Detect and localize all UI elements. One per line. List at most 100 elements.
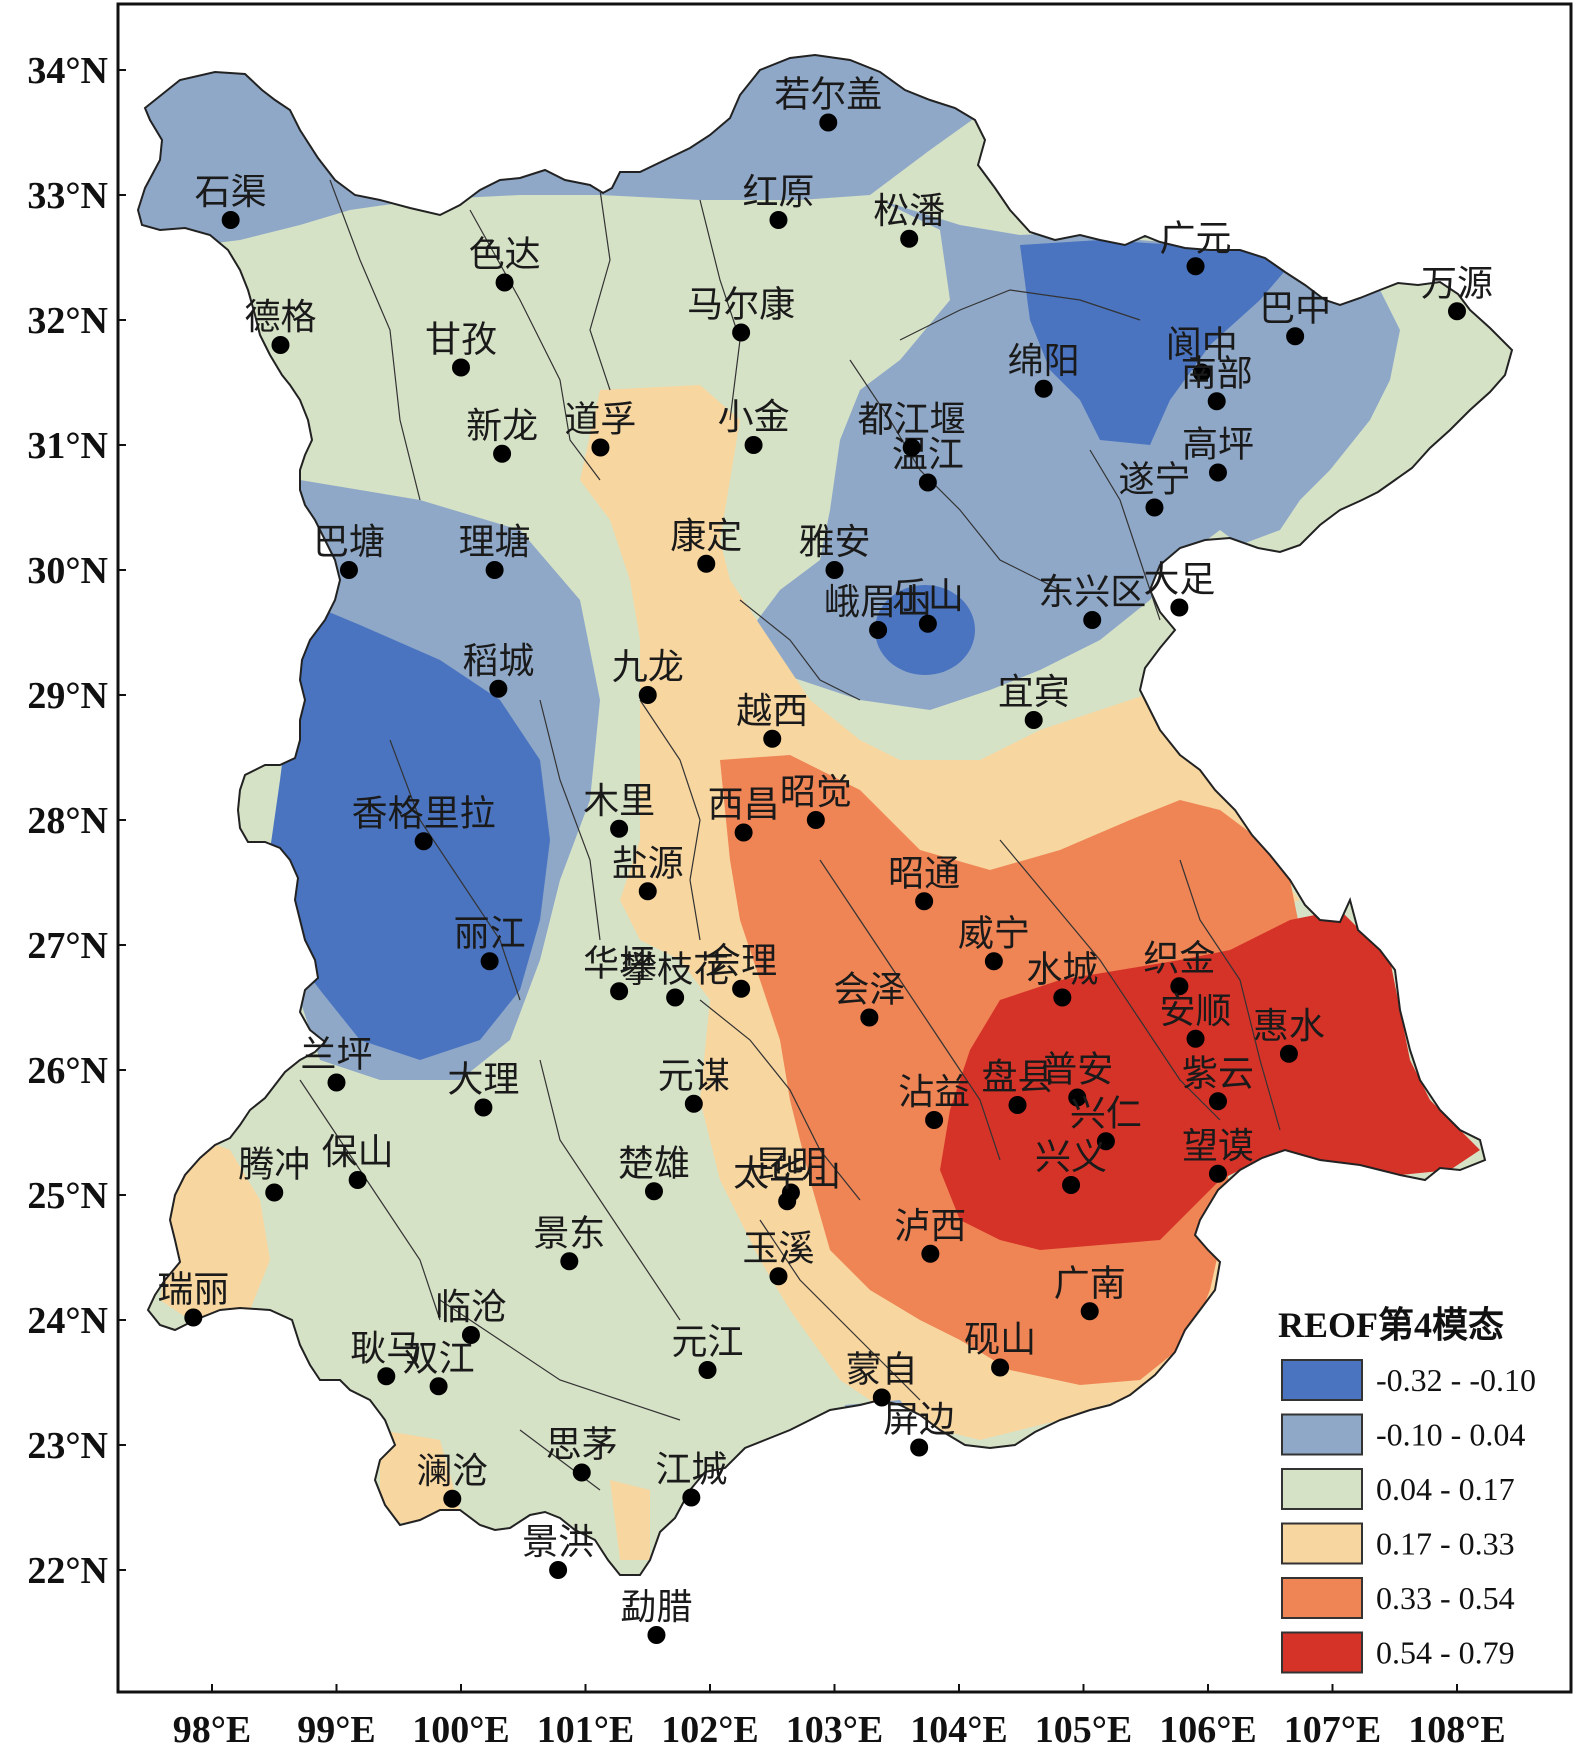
station-label: 大理 (447, 1060, 519, 1100)
station-label: 蒙自 (846, 1350, 918, 1390)
station-label: 昭通 (888, 853, 960, 893)
station-dot (1034, 379, 1053, 398)
station-label: 昭觉 (780, 772, 852, 812)
legend-swatch (1281, 1468, 1363, 1510)
station-dot (638, 686, 657, 704)
station-dot (560, 1252, 579, 1271)
station-dot (414, 832, 433, 851)
lat-tick-label: 28°N (27, 800, 108, 842)
station-label: 德格 (244, 297, 316, 337)
station-dot (1286, 327, 1305, 346)
station-dot (1207, 392, 1226, 411)
station-label: 石渠 (195, 172, 267, 212)
station-label: 绵阳 (1008, 341, 1080, 381)
station-label: 会泽 (833, 970, 905, 1010)
lon-tick-label: 107°E (1284, 1709, 1382, 1750)
class-0.17-0.33-lancang (380, 1430, 460, 1525)
station-label: 万源 (1421, 263, 1493, 303)
legend-label: 0.54 - 0.79 (1376, 1635, 1515, 1671)
station-dot (549, 1561, 568, 1579)
station-dot (778, 1192, 797, 1211)
station-label: 水城 (1026, 950, 1098, 990)
station-label: 盘县 (982, 1057, 1054, 1097)
station-label: 瑞丽 (157, 1270, 229, 1310)
lat-tick-label: 27°N (27, 925, 108, 967)
class-neg0.10-0.04-central (750, 200, 1400, 710)
station-dot (682, 1488, 701, 1507)
lat-tick-label: 26°N (27, 1050, 108, 1092)
station-label: 宜宾 (998, 672, 1070, 712)
lon-tick-label: 108°E (1408, 1709, 1506, 1750)
station-label: 兰坪 (300, 1035, 372, 1075)
station-label: 兴仁 (1070, 1093, 1142, 1133)
station-dot (1208, 463, 1227, 482)
station-dot (271, 336, 290, 354)
station-dot (732, 323, 751, 342)
station-dot (638, 882, 657, 901)
station-dot (452, 358, 470, 377)
station-label: 马尔康 (687, 285, 795, 325)
station-dot (918, 614, 937, 633)
station-dot (429, 1377, 448, 1396)
station-label: 紫云 (1182, 1053, 1254, 1093)
station-label: 保山 (322, 1132, 394, 1172)
station-dot (1192, 363, 1211, 382)
station-dot (1208, 1164, 1227, 1183)
station-label: 广元 (1160, 218, 1232, 258)
station-label: 阆中 (1166, 325, 1238, 365)
lat-tick-label: 22°N (27, 1550, 108, 1592)
station-dot (1208, 1092, 1227, 1111)
lon-tick-label: 103°E (786, 1709, 884, 1750)
legend-swatch (1281, 1577, 1363, 1619)
legend-label: -0.10 - 0.04 (1376, 1417, 1525, 1453)
lat-tick-label: 33°N (27, 175, 108, 217)
station-label: 遂宁 (1118, 460, 1190, 500)
station-dot (910, 1438, 929, 1457)
class-0.54-0.79 (940, 910, 1480, 1250)
station-label: 景东 (533, 1213, 605, 1253)
station-dot (572, 1463, 591, 1482)
station-label: 小金 (718, 397, 790, 437)
station-label: 新龙 (466, 406, 538, 446)
station-label: 兴义 (1035, 1137, 1107, 1177)
station-label: 惠水 (1253, 1006, 1325, 1046)
station-dot (1170, 598, 1189, 617)
station-dot (348, 1171, 367, 1189)
legend-swatch (1281, 1522, 1363, 1565)
station-dot (644, 1182, 663, 1201)
lat-tick-label: 25°N (27, 1175, 108, 1217)
legend-label: 0.04 - 0.17 (1376, 1471, 1515, 1507)
station-label: 峨眉山 (824, 582, 932, 622)
station-label: 越西 (736, 691, 808, 731)
legend-label: 0.17 - 0.33 (1376, 1526, 1515, 1562)
station-dot (991, 1358, 1010, 1377)
station-label: 都江堰 (858, 400, 966, 440)
station-dot (591, 438, 610, 457)
station-label: 澜沧 (416, 1451, 488, 1491)
station-label: 道孚 (564, 400, 636, 440)
station-label: 泸西 (894, 1206, 966, 1246)
station-label: 耿马 (350, 1328, 422, 1368)
station-dot (763, 729, 782, 748)
station-dot (1080, 1302, 1099, 1321)
station-label: 昆明 (755, 1145, 827, 1185)
station-label: 丽江 (454, 913, 526, 953)
station-dot (495, 273, 514, 292)
lat-tick-label: 32°N (27, 300, 108, 342)
station-label: 太华山 (733, 1153, 841, 1193)
station-label: 木里 (583, 781, 655, 821)
lon-tick-label: 106°E (1159, 1709, 1257, 1750)
station-dot (684, 1094, 703, 1113)
station-dot (647, 1626, 666, 1644)
station-label: 松潘 (873, 191, 945, 231)
admin-boundaries (299, 179, 1281, 1491)
station-dot (1145, 498, 1164, 517)
lon-tick-label: 102°E (661, 1709, 759, 1750)
legend-swatch (1281, 1413, 1363, 1456)
station-dot (489, 679, 508, 698)
station-label: 勐腊 (620, 1587, 692, 1627)
station-dot (769, 211, 788, 229)
station-label: 巴中 (1259, 288, 1331, 328)
